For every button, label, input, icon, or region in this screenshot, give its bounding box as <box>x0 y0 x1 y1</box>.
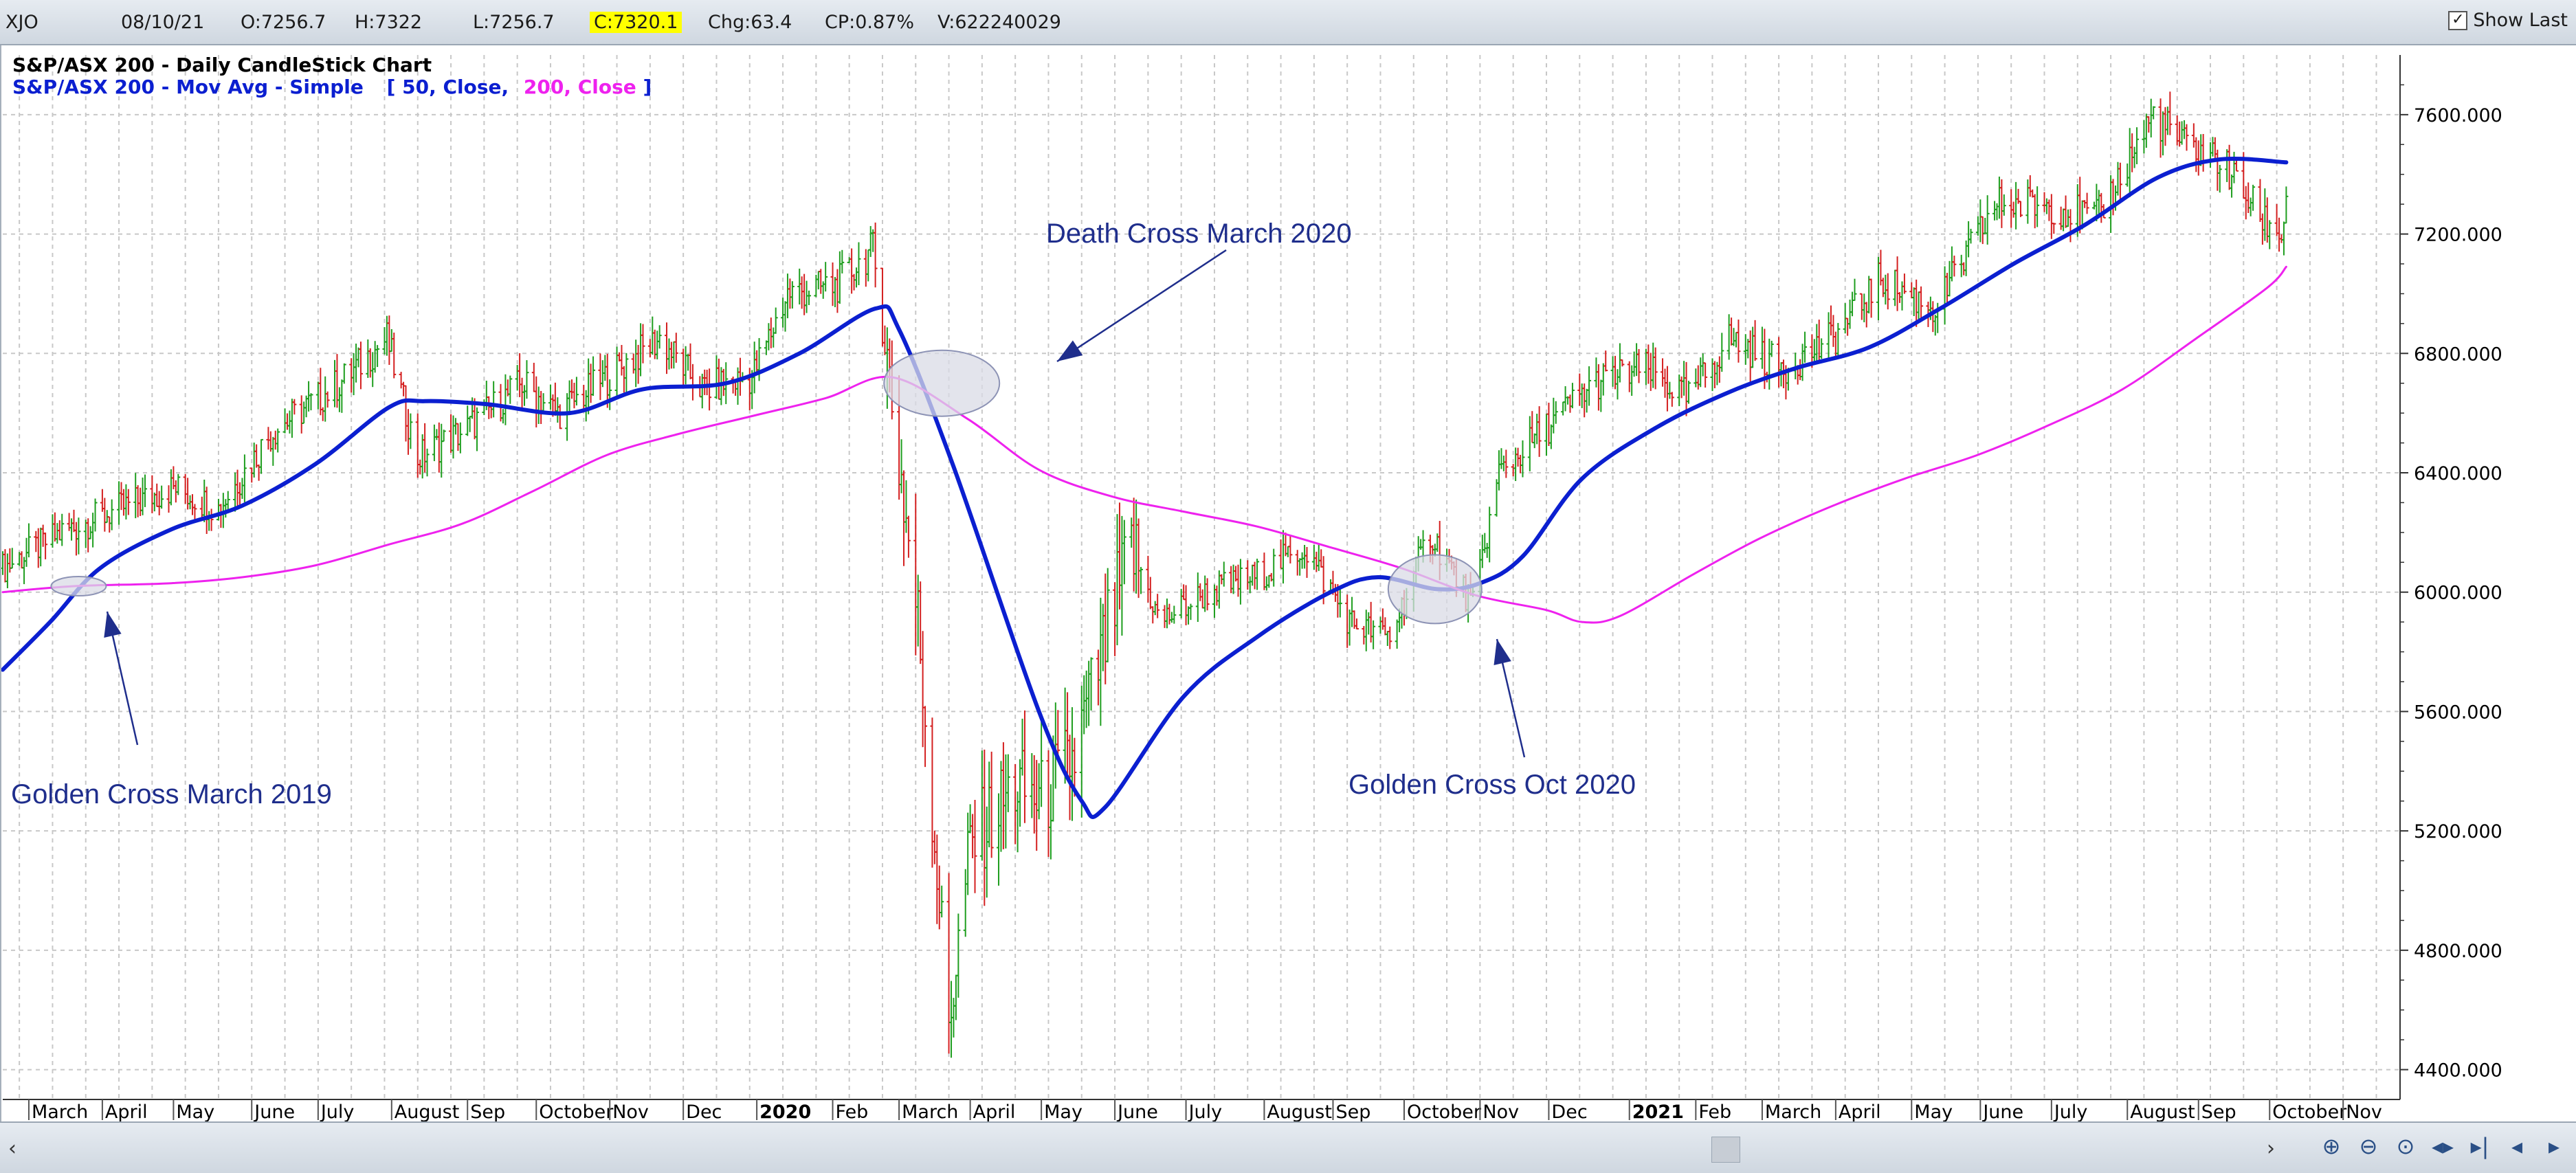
x-tick-label: March <box>1765 1102 1821 1121</box>
scroll-back-icon[interactable]: ◂ <box>2511 1133 2523 1159</box>
x-tick-label: August <box>395 1102 460 1121</box>
scroll-end-icon[interactable]: ▸| <box>2470 1133 2489 1159</box>
symbol-field: XJO <box>5 12 38 33</box>
zoom-reset-icon[interactable]: ⊙ <box>2396 1133 2415 1159</box>
cross-highlight-ellipse <box>1387 554 1483 625</box>
low-field: L:7256.7 <box>473 12 555 33</box>
x-tick-label: April <box>105 1102 148 1121</box>
x-tick-label: March <box>32 1102 88 1121</box>
annotations: Death Cross March 2020 Golden Cross March… <box>11 219 1636 809</box>
x-tick-label: 2021 <box>1632 1102 1684 1121</box>
x-tick-label: May <box>1044 1102 1082 1121</box>
x-tick-label: May <box>1914 1102 1953 1121</box>
annotation-label: Golden Cross March 2019 <box>11 779 332 809</box>
close-field: C:7320.1 <box>590 12 682 33</box>
y-tick-label: 6400.000 <box>2414 463 2502 484</box>
x-tick-label: Sep <box>1335 1102 1370 1121</box>
x-tick-label: Dec <box>686 1102 722 1121</box>
y-tick-label: 7200.000 <box>2414 225 2502 246</box>
chart-area[interactable]: Death Cross March 2020 Golden Cross March… <box>0 45 2576 1121</box>
scroll-both-icon[interactable]: ◂▸ <box>2431 1133 2454 1159</box>
scroll-forward-icon[interactable]: ▸ <box>2548 1133 2560 1159</box>
legend-bracket-open: [ <box>387 76 396 98</box>
x-tick-label: Feb <box>1698 1102 1731 1121</box>
x-tick-label: Dec <box>1551 1102 1587 1121</box>
mov-avg-legend: S&P/ASX 200 - Mov Avg - Simple [ 50, Clo… <box>12 76 652 98</box>
mov-avg-prefix: S&P/ASX 200 - Mov Avg - Simple <box>12 76 364 98</box>
x-tick-label: Nov <box>2346 1102 2382 1121</box>
y-tick-label: 7600.000 <box>2414 105 2502 126</box>
x-tick-label: June <box>1981 1102 2023 1121</box>
zoom-in-icon[interactable]: ⊕ <box>2322 1133 2341 1159</box>
zoom-out-icon[interactable]: ⊖ <box>2359 1133 2378 1159</box>
candlestick-chart[interactable]: Death Cross March 2020 Golden Cross March… <box>1 45 2576 1121</box>
scroll-right-arrow-icon[interactable]: › <box>2267 1137 2275 1161</box>
annotation-label: Golden Cross Oct 2020 <box>1348 770 1636 800</box>
y-tick-label: 6800.000 <box>2414 344 2502 365</box>
annotation-arrow-head <box>1057 340 1083 361</box>
moving-averages <box>1 156 2289 819</box>
x-tick-label: Nov <box>1483 1102 1519 1121</box>
x-tick-label: October <box>539 1102 614 1121</box>
chart-scrollbar[interactable]: ‹ › ⊕ ⊖ ⊙ ◂▸ ▸| ◂ ▸ <box>0 1121 2576 1173</box>
x-tick-label: October <box>1407 1102 1482 1121</box>
quote-toolbar: XJO 08/10/21 O:7256.7 H:7322 L:7256.7 C:… <box>0 0 2576 45</box>
ma50-line <box>1 156 2289 819</box>
scroll-left-arrow-icon[interactable]: ‹ <box>8 1137 16 1161</box>
x-tick-label: Feb <box>836 1102 869 1121</box>
scroll-thumb[interactable] <box>1711 1137 1740 1163</box>
change-field: Chg:63.4 <box>708 12 792 33</box>
high-field: H:7322 <box>355 12 423 33</box>
axes: 4400.000 4800.000 5200.000 5600.000 6000.000… <box>3 55 2502 1121</box>
volume-field: V:622240029 <box>937 12 1061 33</box>
x-tick-label: July <box>1188 1102 1223 1121</box>
cross-highlight-ellipse <box>883 349 1001 417</box>
annotation-arrow-line <box>1056 249 1227 363</box>
y-tick-label: 6000.000 <box>2414 583 2502 604</box>
annotation-label: Death Cross March 2020 <box>1046 219 1352 249</box>
show-last-toggle[interactable]: ✓ Show Last <box>2448 10 2568 31</box>
legend-ma200: 200, Close <box>524 76 636 98</box>
x-tick-label: April <box>1839 1102 1881 1121</box>
x-tick-label: July <box>320 1102 355 1121</box>
legend-ma50: 50, Close, <box>402 76 509 98</box>
x-tick-label: July <box>2053 1102 2088 1121</box>
x-tick-label: August <box>2130 1102 2195 1121</box>
x-tick-label: Sep <box>2201 1102 2236 1121</box>
y-tick-label: 4400.000 <box>2414 1060 2502 1082</box>
x-tick-label: May <box>176 1102 214 1121</box>
x-tick-label: Nov <box>612 1102 649 1121</box>
x-tick-label: April <box>973 1102 1016 1121</box>
grid-lines <box>3 55 2400 1099</box>
ma200-line <box>1 265 2287 624</box>
y-tick-label: 5200.000 <box>2414 821 2502 842</box>
navigation-buttons: ⊕ ⊖ ⊙ ◂▸ ▸| ◂ ▸ <box>2316 1131 2569 1161</box>
x-tick-label: October <box>2272 1102 2347 1121</box>
annotation-arrow-head <box>104 612 122 638</box>
annotation-arrow-head <box>1494 639 1511 666</box>
y-tick-label: 5600.000 <box>2414 702 2502 723</box>
x-tick-label: March <box>902 1102 958 1121</box>
cross-highlight-ellipse <box>50 576 107 597</box>
change-pct-field: CP:0.87% <box>825 12 915 33</box>
show-last-checkbox[interactable]: ✓ <box>2448 10 2468 30</box>
x-tick-label: August <box>1267 1102 1332 1121</box>
show-last-label: Show Last <box>2473 10 2568 31</box>
x-tick-label: June <box>253 1102 295 1121</box>
date-field: 08/10/21 <box>121 12 205 33</box>
chart-title: S&P/ASX 200 - Daily CandleStick Chart <box>12 54 432 76</box>
x-tick-label: June <box>1116 1102 1158 1121</box>
x-tick-label: Sep <box>470 1102 505 1121</box>
y-tick-label: 4800.000 <box>2414 941 2502 962</box>
x-tick-label: 2020 <box>759 1102 811 1121</box>
open-field: O:7256.7 <box>241 12 326 33</box>
legend-bracket-close: ] <box>643 76 652 98</box>
candles <box>1 91 2289 1058</box>
